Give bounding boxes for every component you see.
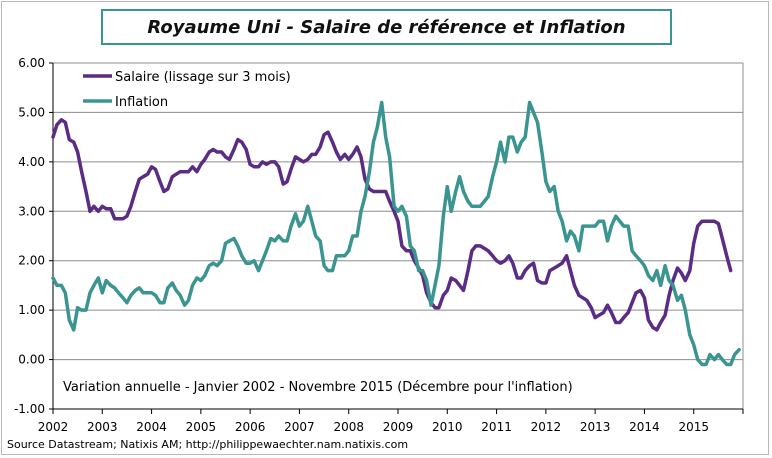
x-tick-label: 2005: [186, 420, 217, 434]
y-tick-label: 3.00: [18, 204, 45, 218]
source-note: Source Datastream; Natixis AM; http://ph…: [7, 438, 409, 451]
legend-label-inflation: Inflation: [115, 95, 168, 110]
x-tick-label: 2006: [235, 420, 266, 434]
x-tick-label: 2008: [333, 420, 364, 434]
chart-title: Royaume Uni - Salaire de référence et In…: [147, 16, 626, 38]
x-tick-label: 2014: [629, 420, 660, 434]
x-tick-label: 2009: [383, 420, 414, 434]
chart-title-box: Royaume Uni - Salaire de référence et In…: [101, 9, 672, 45]
y-tick-label: 4.00: [18, 155, 45, 169]
y-tick-label: 1.00: [18, 303, 45, 317]
x-tick-label: 2002: [38, 420, 69, 434]
series-line-salaire: [51, 118, 733, 332]
y-tick-label: 6.00: [18, 56, 45, 70]
x-tick-label: 2003: [87, 420, 118, 434]
chart-annotation: Variation annuelle - Janvier 2002 - Nove…: [63, 380, 573, 395]
y-tick-label: 2.00: [18, 254, 45, 268]
x-tick-label: 2011: [481, 420, 512, 434]
x-tick-label: 2007: [284, 420, 315, 434]
x-tick-label: 2013: [580, 420, 611, 434]
series-line-inflation: [51, 100, 741, 367]
legend-label-salaire: Salaire (lissage sur 3 mois): [115, 70, 291, 85]
x-tick-label: 2015: [678, 420, 709, 434]
y-tick-label: 5.00: [18, 105, 45, 119]
x-tick-label: 2004: [136, 420, 167, 434]
y-tick-label: -1.00: [14, 402, 45, 416]
x-tick-label: 2010: [432, 420, 463, 434]
x-tick-label: 2012: [531, 420, 562, 434]
y-tick-label: 0.00: [18, 353, 45, 367]
